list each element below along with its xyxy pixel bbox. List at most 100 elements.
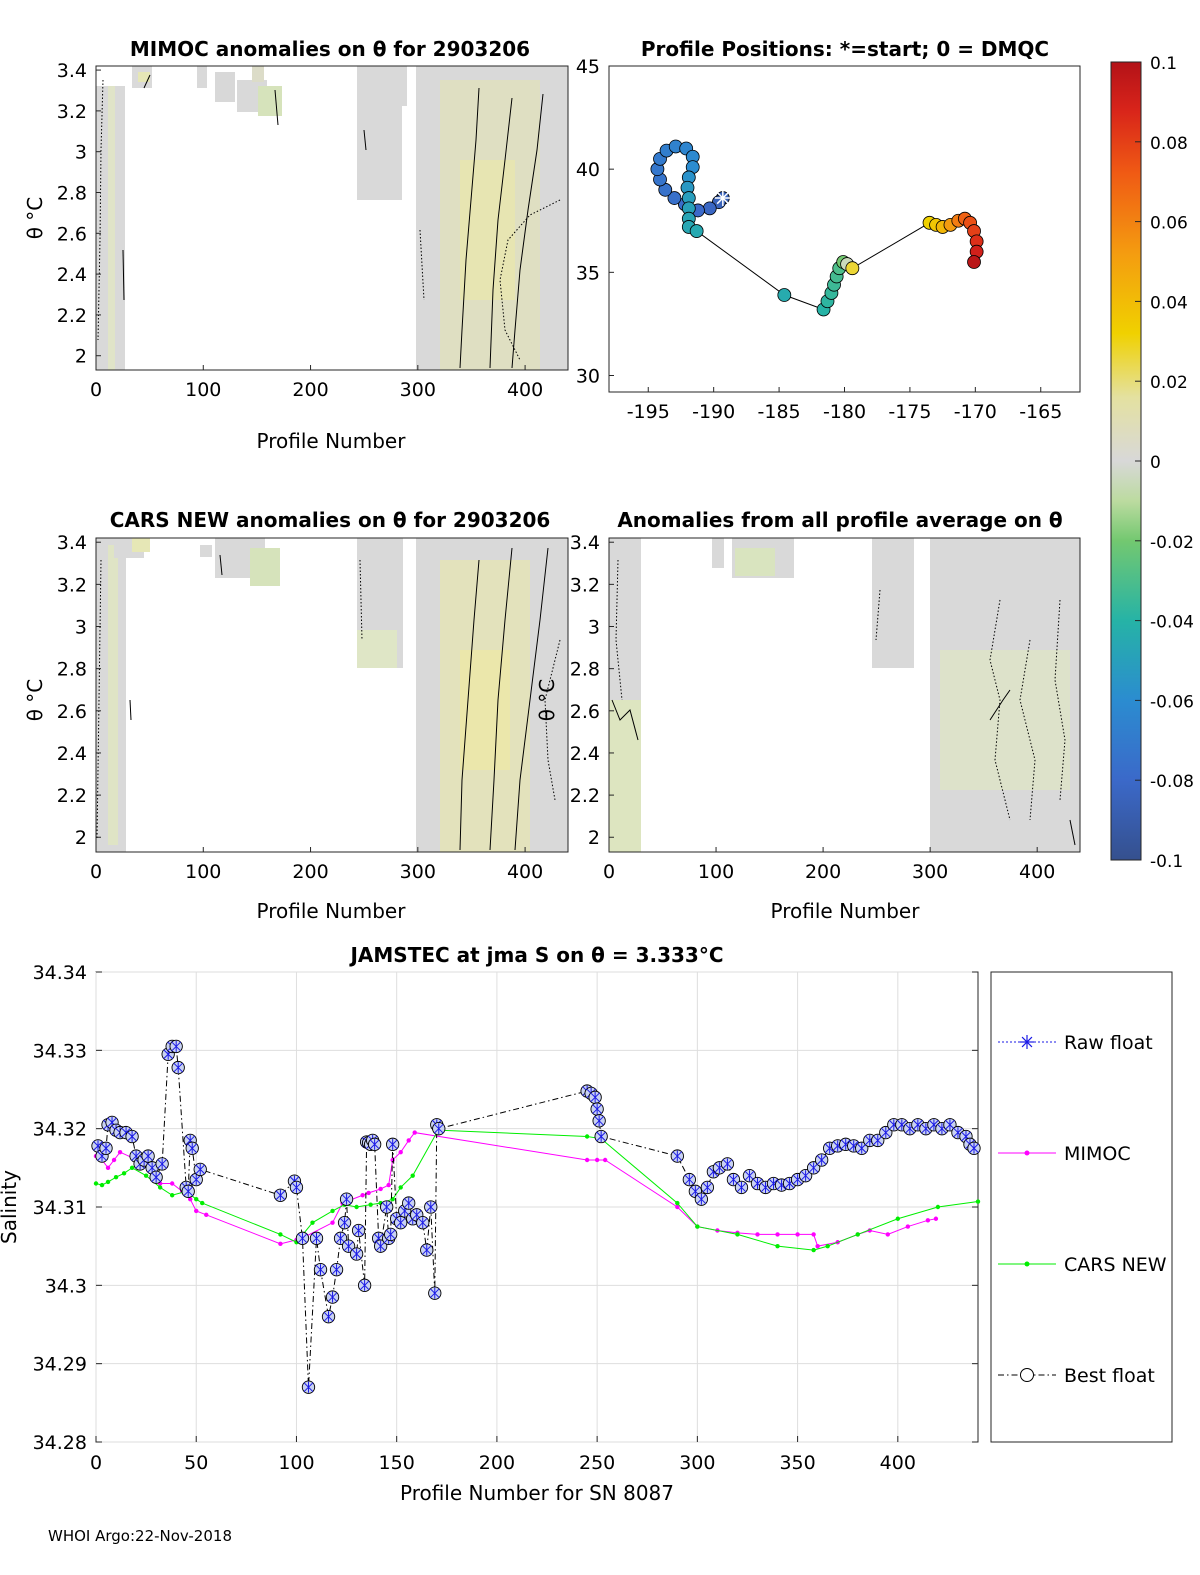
best-float-marker bbox=[295, 1231, 310, 1245]
best-float-marker bbox=[855, 1141, 869, 1155]
y-tick-label: 2.2 bbox=[57, 305, 87, 327]
series-point bbox=[825, 1243, 830, 1249]
mimoc-contours bbox=[97, 74, 561, 369]
salinity-ylabel: Salinity bbox=[0, 1170, 21, 1244]
best-float-marker bbox=[424, 1200, 438, 1214]
series-point bbox=[855, 1232, 860, 1237]
x-tick-label: -175 bbox=[888, 401, 931, 423]
y-tick-label: 30 bbox=[576, 365, 600, 387]
best-float-marker bbox=[339, 1192, 354, 1206]
y-tick-label: 40 bbox=[576, 159, 600, 181]
legend-star-stroke bbox=[1021, 1036, 1033, 1048]
y-tick-label: 2.8 bbox=[57, 659, 87, 681]
best-float-marker bbox=[193, 1162, 207, 1177]
y-tick-label: 34.28 bbox=[33, 1432, 87, 1454]
positions-x-axis: -195 -190 -185 -180 -175 -170 -165 bbox=[627, 387, 1062, 423]
series-point bbox=[113, 1175, 119, 1180]
series-point bbox=[278, 1241, 283, 1247]
series-point bbox=[169, 1193, 175, 1198]
best-float-marker bbox=[149, 1170, 163, 1184]
best-float-marker bbox=[670, 1149, 684, 1163]
y-tick-label: 3.4 bbox=[570, 532, 600, 554]
series-point bbox=[330, 1208, 335, 1214]
y-tick-label: 2 bbox=[75, 827, 87, 849]
series-point bbox=[735, 1232, 740, 1237]
best-float-marker bbox=[871, 1133, 885, 1148]
series-point bbox=[204, 1212, 209, 1218]
series-point bbox=[194, 1208, 199, 1214]
legend-item: Best float bbox=[998, 1365, 1155, 1387]
series-point bbox=[366, 1190, 371, 1196]
x-tick-label: 0 bbox=[90, 379, 102, 401]
x-tick-label: 400 bbox=[880, 1452, 916, 1474]
salinity-y-axis: 34.28 34.29 34.3 34.31 34.32 34.33 34.34 bbox=[33, 962, 978, 1454]
series-point bbox=[815, 1243, 820, 1249]
series-point bbox=[811, 1247, 816, 1253]
best-float-marker bbox=[879, 1125, 893, 1140]
best-float-marker bbox=[734, 1180, 749, 1195]
position-marker bbox=[689, 224, 704, 238]
best-float-marker bbox=[402, 1196, 416, 1210]
salinity-x-axis: 0 50 100 150 200 250 300 350 400 bbox=[90, 1436, 916, 1474]
series-point bbox=[129, 1165, 135, 1171]
x-tick-label: 200 bbox=[292, 379, 328, 401]
colorbar-tick-label: -0.08 bbox=[1150, 772, 1194, 792]
best-float-marker bbox=[373, 1239, 388, 1253]
y-tick-label: 2.4 bbox=[57, 743, 87, 765]
x-tick-label: 350 bbox=[779, 1452, 815, 1474]
mimoc-ylabel: θ °C bbox=[23, 197, 47, 240]
series-point bbox=[775, 1243, 780, 1249]
series-point bbox=[410, 1173, 415, 1178]
series-point bbox=[406, 1138, 411, 1143]
series-point bbox=[200, 1200, 205, 1206]
y-tick-label: 2.6 bbox=[57, 701, 87, 723]
cars-anomaly-panel: 0 100 200 300 400 2 2.2 2.4 2.6 2.8 3 3.2 3.4 CARS … bbox=[23, 508, 569, 923]
salinity-xlabel: Profile Number for SN 8087 bbox=[400, 1481, 674, 1505]
series-point bbox=[584, 1134, 590, 1139]
y-tick-label: 34.3 bbox=[45, 1275, 87, 1297]
x-tick-label: 0 bbox=[603, 861, 615, 883]
position-marker bbox=[967, 255, 981, 269]
best-float-marker bbox=[301, 1380, 316, 1394]
best-float-marker bbox=[588, 1090, 602, 1104]
y-tick-label: 3.2 bbox=[57, 101, 87, 123]
y-tick-label: 45 bbox=[576, 56, 600, 78]
series-point bbox=[386, 1182, 391, 1188]
average-x-axis: 0 100 200 300 400 bbox=[603, 847, 1055, 883]
y-tick-label: 3 bbox=[588, 617, 600, 639]
series-point bbox=[602, 1157, 608, 1163]
mimoc-xlabel: Profile Number bbox=[257, 429, 407, 453]
y-tick-label: 3.2 bbox=[57, 574, 87, 596]
series-point bbox=[675, 1200, 680, 1206]
x-tick-label: 50 bbox=[184, 1452, 208, 1474]
series-best-float bbox=[91, 1039, 981, 1394]
best-float-marker bbox=[806, 1161, 821, 1175]
x-tick-label: -165 bbox=[1019, 401, 1062, 423]
x-tick-label: -195 bbox=[627, 401, 670, 423]
series-point bbox=[895, 1216, 901, 1221]
best-float-marker bbox=[329, 1263, 344, 1277]
colorbar-tick-label: 0.08 bbox=[1150, 134, 1188, 154]
best-float-marker bbox=[700, 1180, 715, 1195]
series-point bbox=[105, 1179, 111, 1185]
best-float-marker bbox=[592, 1114, 606, 1128]
legend-label: MIMOC bbox=[1064, 1143, 1131, 1165]
best-float-marker bbox=[337, 1216, 352, 1230]
best-float-marker bbox=[720, 1157, 735, 1171]
series-point bbox=[378, 1186, 383, 1192]
positions-markers bbox=[650, 139, 984, 317]
best-float-marker bbox=[432, 1122, 446, 1136]
average-y-axis: 2 2.2 2.4 2.6 2.8 3 3.2 3.4 bbox=[570, 532, 614, 849]
best-float-marker bbox=[416, 1216, 430, 1230]
mimoc-y-axis: 2 2.2 2.4 2.6 2.8 3 3.2 3.4 bbox=[57, 60, 101, 368]
series-point bbox=[811, 1232, 816, 1237]
cars-y-axis: 2 2.2 2.4 2.6 2.8 3 3.2 3.4 bbox=[57, 532, 101, 849]
best-float-marker bbox=[169, 1039, 183, 1054]
footer-credit: WHOI Argo:22-Nov-2018 bbox=[48, 1527, 232, 1545]
best-float-marker bbox=[309, 1231, 324, 1245]
best-float-marker bbox=[594, 1129, 608, 1144]
y-tick-label: 2.6 bbox=[570, 701, 600, 723]
best-float-marker bbox=[141, 1149, 155, 1163]
mimoc-anomaly-panel: 0 100 200 300 400 2 2.2 2.4 2.6 2.8 3 3.2 3.4 MIMOC… bbox=[23, 37, 569, 453]
x-tick-label: 300 bbox=[912, 861, 948, 883]
